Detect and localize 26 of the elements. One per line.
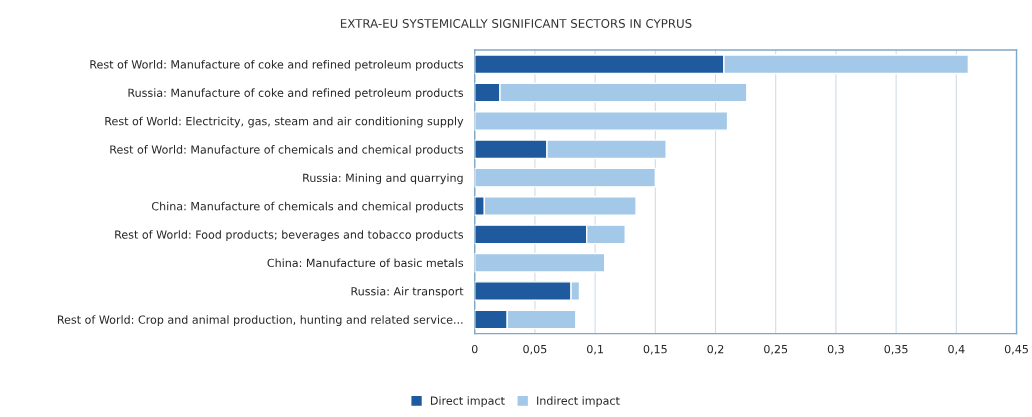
x-tick-label: 0,4 (948, 344, 965, 355)
x-tick-label: 0 (471, 344, 478, 354)
chart-title: EXTRA-EU SYSTEMICALLY SIGNIFICANT SECTORS IN CYPRUS (340, 18, 692, 28)
bar (474, 167, 657, 188)
y-tick-label: Rest of World: Manufacture of coke and refined petroleum products (90, 60, 464, 71)
x-tick-label: 0,45 (1004, 344, 1028, 355)
x-tick-label: 0,05 (523, 344, 547, 355)
y-tick-label: Rest of World: Electricity, gas, steam and air conditioning supply (105, 116, 464, 128)
x-tick-label: 0,3 (827, 344, 844, 355)
y-tick-label: Russia: Air transport (351, 286, 464, 298)
legend-label: Direct impact (430, 396, 505, 407)
x-tick-label: 0,2 (707, 344, 724, 355)
bar (474, 111, 729, 131)
y-tick-label: Rest of World: Manufacture of chemicals and chemical products (110, 145, 464, 156)
legend-label: Indirect impact (537, 396, 620, 407)
y-tick-label: Russia: Manufacture of coke and refined petroleum products (128, 88, 464, 100)
y-tick-label: China: Manufacture of basic metals (267, 258, 464, 268)
x-tick-label: 0,25 (764, 344, 788, 355)
y-tick-label: Rest of World: Food products; beverages and tobacco products (115, 230, 464, 241)
x-tick-label: 0,15 (643, 344, 667, 355)
y-tick-label: China: Manufacture of chemicals and chemical products (151, 201, 464, 213)
x-tick-label: 0,1 (587, 344, 603, 355)
y-tick-label: Russia: Mining and quarrying (303, 173, 463, 185)
bar (474, 252, 606, 273)
y-tick-label: Rest of World: Crop and animal production, hunting and related service... (57, 315, 463, 326)
x-tick-label: 0,35 (884, 344, 908, 355)
